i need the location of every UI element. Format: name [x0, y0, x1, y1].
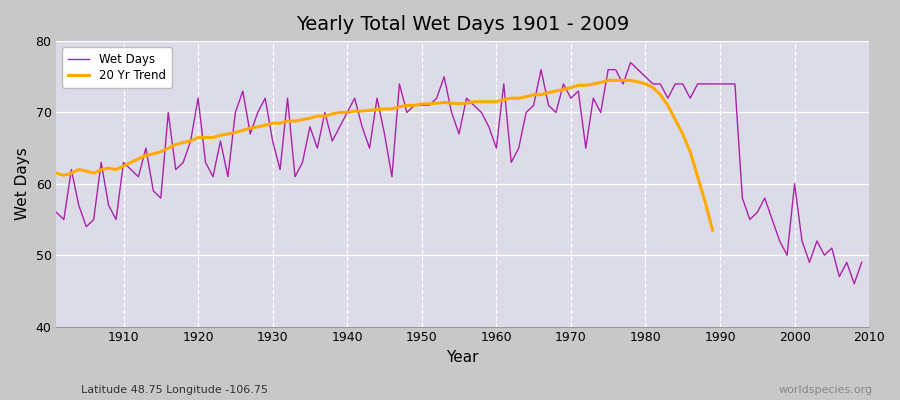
Wet Days: [51, 210, 62, 215]
X-axis label: Year: Year: [446, 350, 479, 365]
Legend: Wet Days, 20 Yr Trend: Wet Days, 20 Yr Trend: [62, 47, 172, 88]
20 Yr Trend: [118, 164, 129, 168]
Wet Days: [274, 167, 285, 172]
Y-axis label: Wet Days: Wet Days: [15, 148, 30, 220]
Wet Days: [580, 146, 591, 150]
20 Yr Trend: [640, 82, 651, 86]
20 Yr Trend: [51, 171, 62, 176]
Title: Yearly Total Wet Days 1901 - 2009: Yearly Total Wet Days 1901 - 2009: [296, 15, 629, 34]
20 Yr Trend: [133, 156, 144, 161]
Text: worldspecies.org: worldspecies.org: [778, 385, 873, 395]
20 Yr Trend: [603, 78, 614, 83]
Wet Days: [849, 281, 859, 286]
Text: Latitude 48.75 Longitude -106.75: Latitude 48.75 Longitude -106.75: [81, 385, 268, 395]
20 Yr Trend: [185, 139, 196, 144]
Wet Days: [483, 124, 494, 129]
Line: 20 Yr Trend: 20 Yr Trend: [57, 80, 713, 230]
Wet Days: [856, 260, 867, 265]
20 Yr Trend: [304, 116, 315, 120]
Line: Wet Days: Wet Days: [57, 62, 861, 284]
20 Yr Trend: [386, 106, 397, 111]
Wet Days: [491, 146, 501, 150]
Wet Days: [626, 60, 636, 65]
20 Yr Trend: [707, 228, 718, 233]
Wet Days: [111, 217, 122, 222]
Wet Days: [320, 110, 330, 115]
